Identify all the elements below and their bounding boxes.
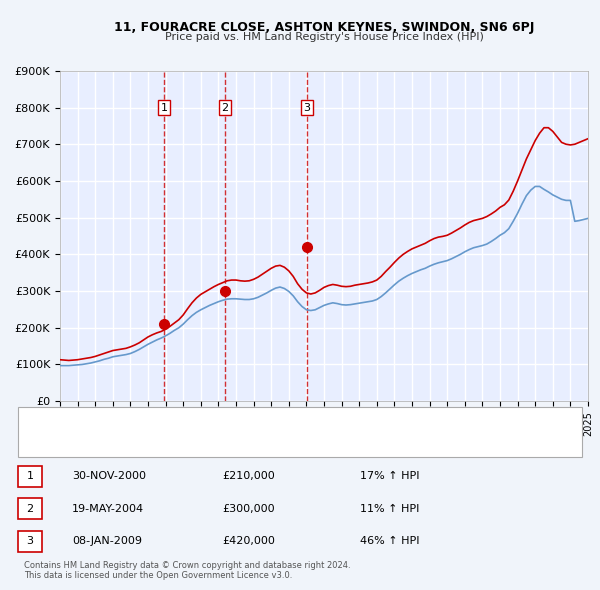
Text: £420,000: £420,000 (222, 536, 275, 546)
Text: Price paid vs. HM Land Registry's House Price Index (HPI): Price paid vs. HM Land Registry's House … (164, 32, 484, 42)
Text: 46% ↑ HPI: 46% ↑ HPI (360, 536, 419, 546)
Text: 11, FOURACRE CLOSE, ASHTON KEYNES, SWINDON, SN6 6PJ: 11, FOURACRE CLOSE, ASHTON KEYNES, SWIND… (114, 21, 534, 34)
Text: 1: 1 (161, 103, 167, 113)
Text: 2: 2 (26, 504, 34, 514)
Text: Contains HM Land Registry data © Crown copyright and database right 2024.
This d: Contains HM Land Registry data © Crown c… (24, 560, 350, 580)
Text: £210,000: £210,000 (222, 471, 275, 481)
Text: HPI: Average price, detached house, Wiltshire: HPI: Average price, detached house, Wilt… (78, 436, 302, 446)
Text: 11% ↑ HPI: 11% ↑ HPI (360, 504, 419, 514)
Text: 3: 3 (304, 103, 310, 113)
Text: 11, FOURACRE CLOSE, ASHTON KEYNES, SWINDON, SN6 6PJ (detached house): 11, FOURACRE CLOSE, ASHTON KEYNES, SWIND… (78, 420, 461, 430)
Text: ———: ——— (42, 434, 83, 448)
Text: 30-NOV-2000: 30-NOV-2000 (72, 471, 146, 481)
Text: £300,000: £300,000 (222, 504, 275, 514)
Text: 2: 2 (221, 103, 229, 113)
Text: 19-MAY-2004: 19-MAY-2004 (72, 504, 144, 514)
Text: 1: 1 (26, 471, 34, 481)
Text: ———: ——— (42, 418, 83, 432)
Text: 17% ↑ HPI: 17% ↑ HPI (360, 471, 419, 481)
Text: 08-JAN-2009: 08-JAN-2009 (72, 536, 142, 546)
Text: 3: 3 (26, 536, 34, 546)
